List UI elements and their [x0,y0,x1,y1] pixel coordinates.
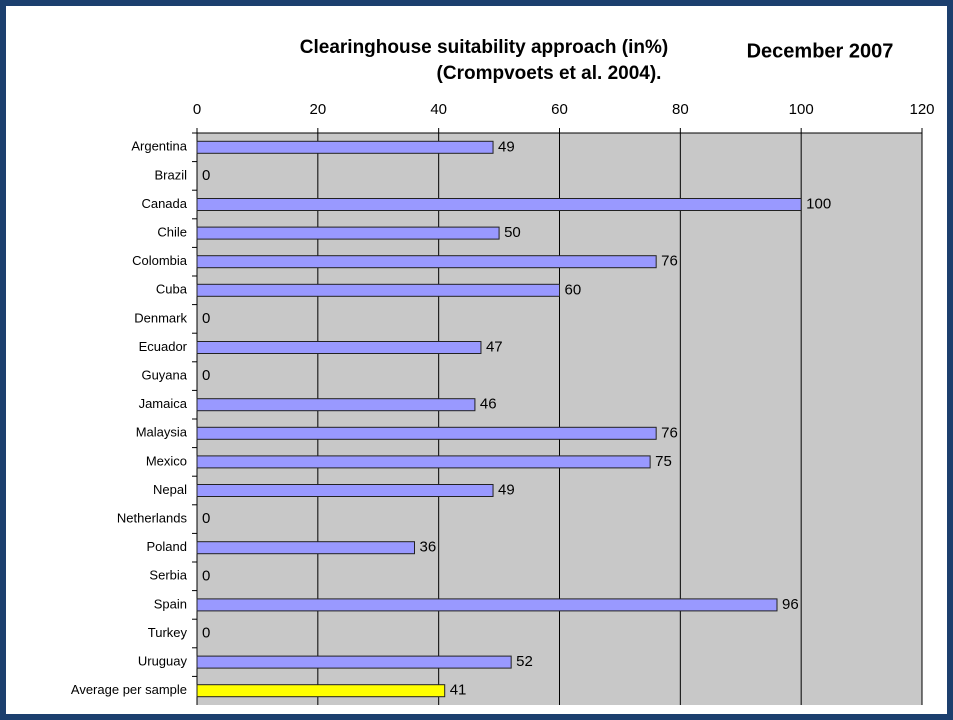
annotation: December 2007 [747,40,894,62]
y-tick-label: Mexico [146,453,187,468]
value-label: 49 [498,481,515,498]
x-tick-label: 40 [430,101,447,118]
y-tick-label: Uruguay [138,654,188,669]
x-tick-label: 20 [309,101,326,118]
chart-subtitle: (Crompvoets et al. 2004). [437,63,662,84]
y-tick-label: Cuba [156,282,188,297]
y-tick-label: Nepal [153,482,187,497]
value-label: 0 [202,567,210,584]
value-label: 76 [661,253,678,270]
value-label: 0 [202,167,210,184]
bar [196,541,415,555]
y-tick-label: Canada [141,196,187,211]
value-label: 0 [202,510,210,527]
bar [196,140,494,154]
value-label: 76 [661,424,678,441]
y-tick-label: Denmark [134,310,187,325]
x-tick-label: 60 [551,101,568,118]
y-tick-label: Serbia [149,568,187,583]
bar [196,655,512,669]
bar [196,198,802,211]
y-tick-label: Colombia [132,253,188,268]
value-label: 60 [565,281,582,298]
bar [196,255,657,269]
y-tick-label: Poland [147,539,187,554]
value-label: 0 [202,367,210,384]
x-tick-label: 0 [193,101,201,118]
chart-title: Clearinghouse suitability approach (in%) [300,37,668,58]
value-label: 0 [202,310,210,327]
value-label: 100 [806,195,831,212]
bar [196,341,482,354]
value-label: 41 [450,682,467,699]
bar [196,426,657,440]
y-tick-label: Chile [157,225,187,240]
value-label: 36 [420,539,437,556]
y-tick-label: Brazil [154,167,187,182]
plot-area: 0 20 40 60 80 100 120 Argentina 49 Brazil 0 Canada 1… [71,101,935,705]
value-label: 75 [655,453,672,470]
value-label: 49 [498,138,515,155]
y-tick-label: Malaysia [136,425,188,440]
value-label: 0 [202,624,210,641]
value-label: 50 [504,224,521,241]
y-tick-label: Spain [154,596,187,611]
bar [196,398,476,412]
y-tick-label: Netherlands [117,511,188,526]
y-tick-label: Guyana [141,368,187,383]
value-label: 96 [782,596,799,613]
y-tick-label: Argentina [131,139,187,154]
bar [196,484,494,497]
value-label: 46 [480,396,497,413]
bar [196,455,651,469]
x-tick-label: 80 [672,101,689,118]
bar [196,684,446,698]
bar [196,283,560,297]
y-tick-label: Average per sample [71,682,187,697]
y-tick-label: Turkey [148,625,188,640]
y-tick-label: Ecuador [139,339,188,354]
y-tick-label: Jamaica [139,396,188,411]
value-label: 47 [486,338,503,355]
bar [196,598,778,612]
x-tick-label: 100 [789,101,814,118]
x-tick-label: 120 [909,101,934,118]
bar [196,226,500,240]
value-label: 52 [516,653,533,670]
